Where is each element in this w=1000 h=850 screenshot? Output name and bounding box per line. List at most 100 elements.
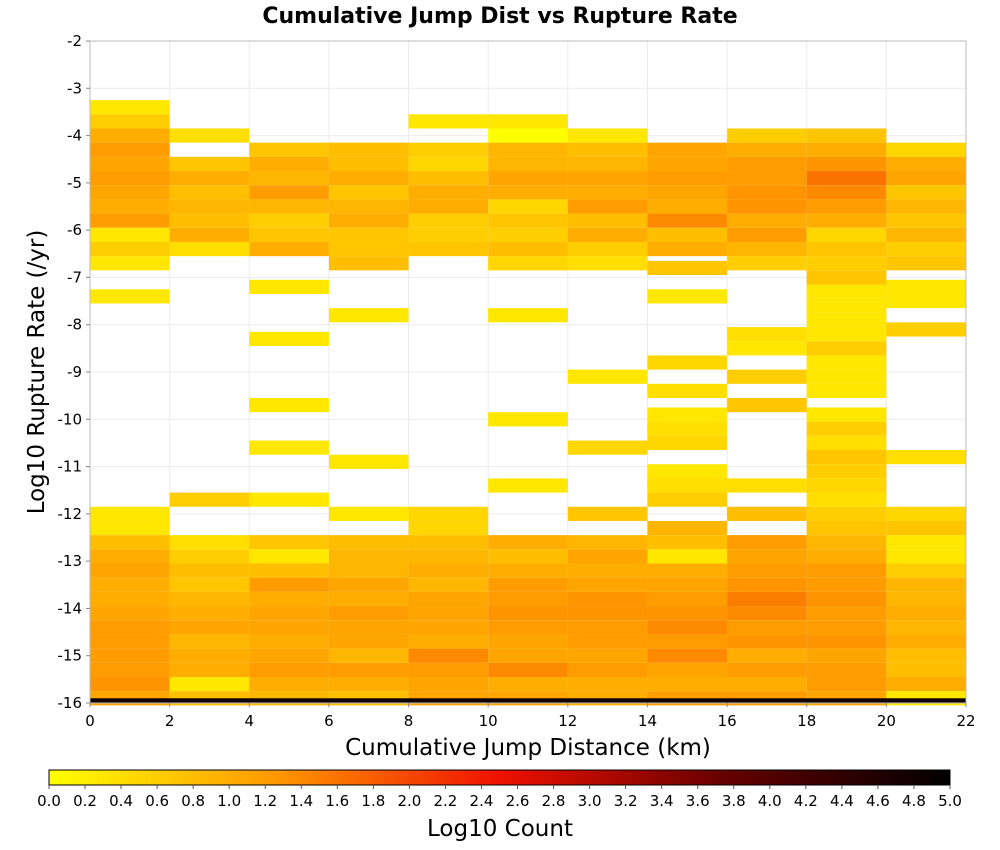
heatmap-cell [328, 676, 409, 692]
heatmap-cell [886, 634, 966, 649]
heatmap-cell [567, 549, 648, 564]
heatmap-cell [806, 450, 887, 465]
heatmap-cell [727, 563, 807, 578]
heatmap-cell [249, 648, 329, 663]
heatmap-cell [886, 279, 966, 294]
heatmap-cell [647, 142, 728, 157]
heatmap-cell [249, 331, 329, 346]
heatmap-cell [249, 676, 329, 692]
y-tick-label: -16 [58, 694, 83, 712]
heatmap-cell [567, 606, 648, 621]
y-tick-label: -9 [67, 363, 82, 381]
heatmap-cell [647, 199, 728, 214]
heatmap-cell [806, 662, 887, 677]
heatmap-cell [806, 421, 887, 436]
heatmap-cell [727, 341, 807, 356]
heatmap-cell [328, 199, 409, 214]
colorbar-tick-label: 1.8 [361, 792, 385, 810]
heatmap-cell [886, 256, 966, 271]
heatmap-cell [488, 128, 568, 143]
heatmap-cell [169, 185, 250, 200]
heatmap-cell [328, 308, 409, 323]
y-tick-label: -11 [58, 458, 83, 476]
heatmap-cell [806, 369, 887, 384]
heatmap-cell [647, 520, 728, 536]
x-tick-label: 16 [718, 712, 737, 730]
heatmap-cell [249, 440, 329, 455]
colorbar [48, 769, 951, 786]
heatmap-cell [488, 256, 568, 271]
y-axis-ticks: -2 -3 -4 -5 -6 -7 -8 -9 -10 -11 -12 -13 -14 -15 -16 [58, 32, 90, 712]
heatmap-cell [90, 256, 170, 271]
heatmap-cell [90, 128, 170, 143]
heatmap-cell [328, 620, 409, 635]
x-tick-label: 18 [797, 712, 816, 730]
x-tick-label: 6 [324, 712, 334, 730]
heatmap-cell [90, 227, 170, 242]
heatmap-cell [647, 407, 728, 422]
heatmap-cell [806, 648, 887, 663]
chart-title: Cumulative Jump Dist vs Rupture Rate [262, 4, 737, 29]
heatmap-cell [727, 478, 807, 493]
y-tick-label: -4 [67, 127, 82, 145]
heatmap-cell [90, 142, 170, 157]
heatmap-cell [806, 156, 887, 172]
heatmap-cell [806, 128, 887, 143]
heatmap-cell [886, 213, 966, 228]
y-tick-label: -5 [67, 174, 82, 192]
heatmap-cell [408, 606, 489, 621]
heatmap-cell [886, 171, 966, 186]
heatmap-cell [806, 227, 887, 242]
heatmap-cell [886, 293, 966, 309]
heatmap-cell [328, 185, 409, 200]
heatmap-cell [727, 256, 807, 271]
heatmap-cell [806, 634, 887, 649]
heatmap-cell [806, 284, 887, 299]
colorbar-tick-label: 0.8 [181, 792, 205, 810]
heatmap-cell [567, 213, 648, 228]
heatmap-cell [249, 156, 329, 172]
heatmap-cell [169, 676, 250, 692]
heatmap-cell [90, 620, 170, 635]
heatmap-cell [408, 634, 489, 649]
colorbar-tick-label: 1.6 [325, 792, 349, 810]
colorbar-tick-label: 3.6 [686, 792, 710, 810]
heatmap-cell [169, 199, 250, 214]
heatmap-cell [488, 199, 568, 214]
heatmap-cell [647, 435, 728, 451]
colorbar-tick-label: 2.6 [506, 792, 530, 810]
heatmap-cell [647, 227, 728, 242]
colorbar-tick-label: 5.0 [938, 792, 962, 810]
x-tick-label: 14 [638, 712, 657, 730]
heatmap-cell [249, 398, 329, 413]
heatmap-cell [90, 520, 170, 536]
heatmap-cell [90, 100, 170, 115]
heatmap-cell [90, 563, 170, 578]
heatmap-cell [806, 435, 887, 451]
heatmap-cell [90, 241, 170, 257]
heatmap-cell [647, 185, 728, 200]
heatmap-cell [886, 185, 966, 200]
heatmap-cell [647, 577, 728, 592]
heatmap-cell [328, 634, 409, 649]
heatmap-cell [806, 520, 887, 536]
x-tick-label: 20 [877, 712, 896, 730]
colorbar-tick-label: 3.8 [722, 792, 746, 810]
heatmap-cell [727, 199, 807, 214]
heatmap-cell [90, 213, 170, 228]
heatmap-cell [647, 260, 728, 276]
heatmap-cell [567, 256, 648, 271]
heatmap-cell [90, 606, 170, 621]
colorbar-tick-label: 3.0 [578, 792, 602, 810]
heatmap-cell [806, 535, 887, 550]
colorbar-tick-label: 2.2 [434, 792, 458, 810]
colorbar-tick-label: 0.4 [109, 792, 133, 810]
heatmap-cell [567, 506, 648, 521]
heatmap-cell [727, 398, 807, 413]
heatmap-cell [328, 171, 409, 186]
heatmap-cell [727, 241, 807, 257]
heatmap-cell [408, 114, 489, 129]
heatmap-cell [727, 634, 807, 649]
y-tick-label: -8 [67, 316, 82, 334]
heatmap-cell [727, 606, 807, 621]
